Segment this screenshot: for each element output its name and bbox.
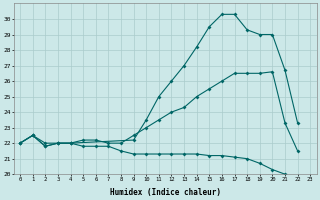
X-axis label: Humidex (Indice chaleur): Humidex (Indice chaleur): [110, 188, 220, 197]
